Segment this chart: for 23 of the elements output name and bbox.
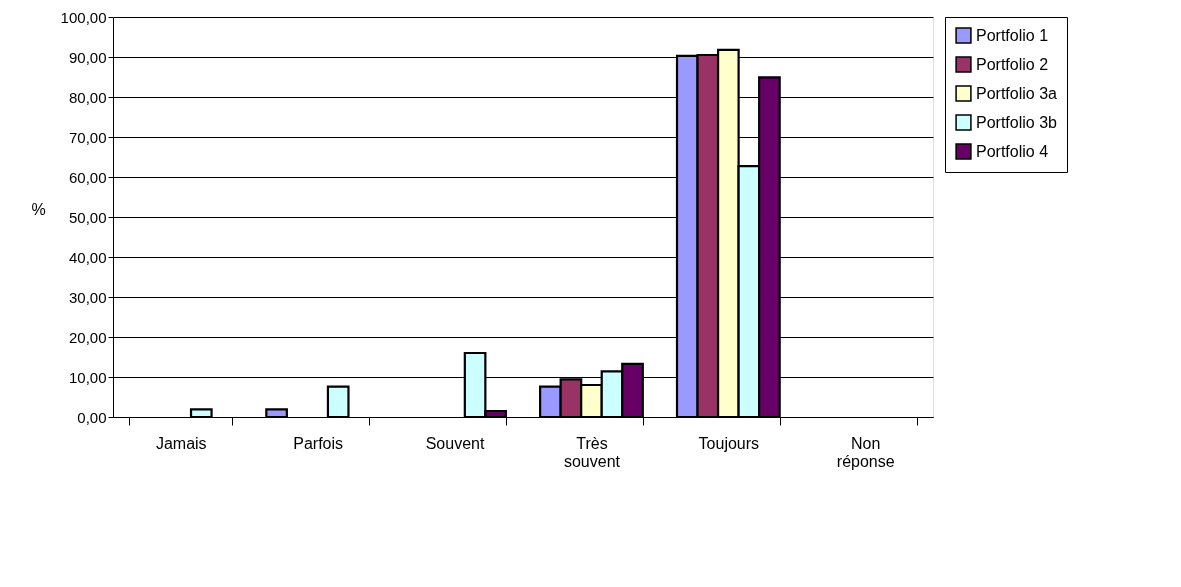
y-tick-label: 90,00 xyxy=(68,48,107,66)
y-axis-title: % xyxy=(31,200,46,218)
legend-label: Portfolio 3b xyxy=(976,113,1058,131)
x-tick-label: Très souvent xyxy=(563,434,621,470)
x-tick-label: Non réponse xyxy=(836,434,895,470)
y-tick-label: 100,00 xyxy=(60,8,107,26)
x-tick-label: Souvent xyxy=(425,434,485,452)
y-tick-label: 30,00 xyxy=(68,288,107,306)
y-tick-label: 0,00 xyxy=(77,408,107,426)
x-tick-label: Parfois xyxy=(293,434,344,452)
legend-label: Portfolio 4 xyxy=(976,142,1049,160)
y-tick-label: 10,00 xyxy=(68,368,107,386)
legend-label: Portfolio 3a xyxy=(976,84,1058,102)
legend-label: Portfolio 2 xyxy=(976,55,1049,73)
y-tick-label: 20,00 xyxy=(68,328,107,346)
y-tick-label: 80,00 xyxy=(68,88,107,106)
y-tick-label: 40,00 xyxy=(68,248,107,266)
x-tick-label: Toujours xyxy=(698,434,760,452)
y-tick-label: 70,00 xyxy=(68,128,107,146)
x-tick-label: Jamais xyxy=(155,434,207,452)
y-tick-label: 60,00 xyxy=(68,168,107,186)
legend-label: Portfolio 1 xyxy=(976,26,1049,44)
y-tick-label: 50,00 xyxy=(68,208,107,226)
